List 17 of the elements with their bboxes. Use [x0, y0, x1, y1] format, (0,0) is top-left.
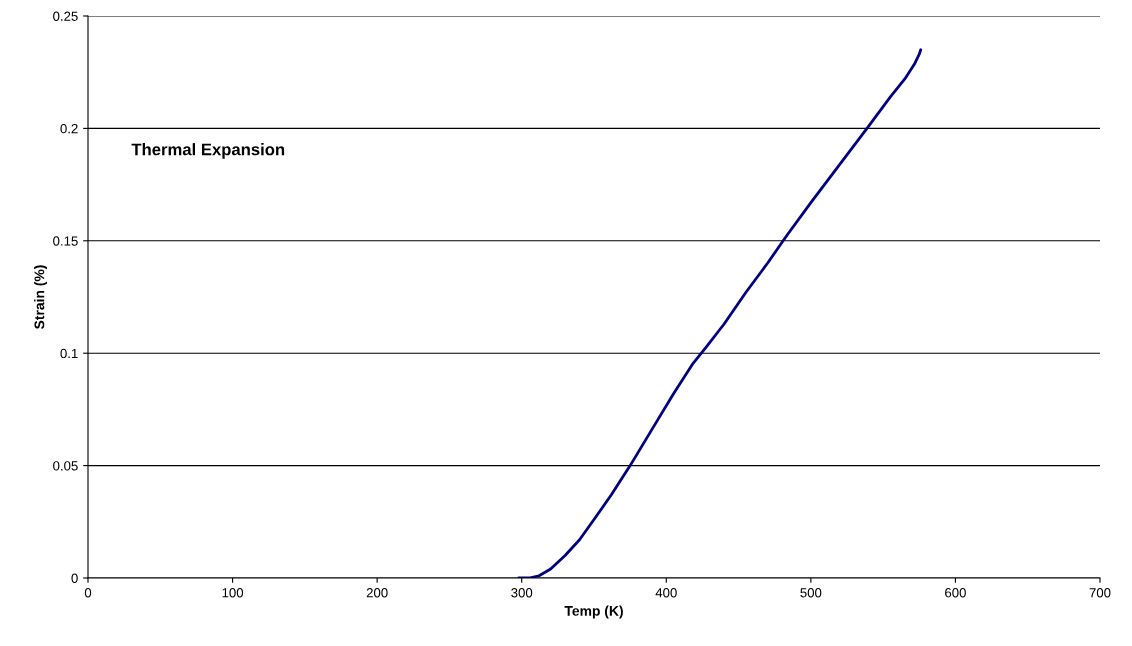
y-tick-label: 0.1	[60, 348, 78, 359]
y-axis-title: Strain (%)	[34, 265, 48, 330]
y-tick-label: 0.25	[53, 11, 78, 21]
y-tick-label: 0.2	[60, 123, 78, 134]
x-tick-label: 200	[366, 588, 388, 598]
x-tick-label: 600	[945, 588, 966, 598]
x-tick-label: 100	[222, 588, 244, 598]
y-tick-label: 0.05	[53, 461, 78, 471]
x-tick-label: 400	[655, 588, 677, 598]
y-tick-label: 0.15	[53, 236, 78, 246]
x-axis-title: Temp (K)	[564, 605, 623, 619]
x-tick-label: 500	[800, 588, 822, 598]
y-tick-label: 0	[71, 573, 78, 583]
x-tick-label: 300	[511, 588, 533, 598]
x-tick-label: 700	[1089, 588, 1111, 598]
text: Thermal Expansion	[131, 143, 285, 159]
x-tick-label: 0	[84, 588, 92, 598]
